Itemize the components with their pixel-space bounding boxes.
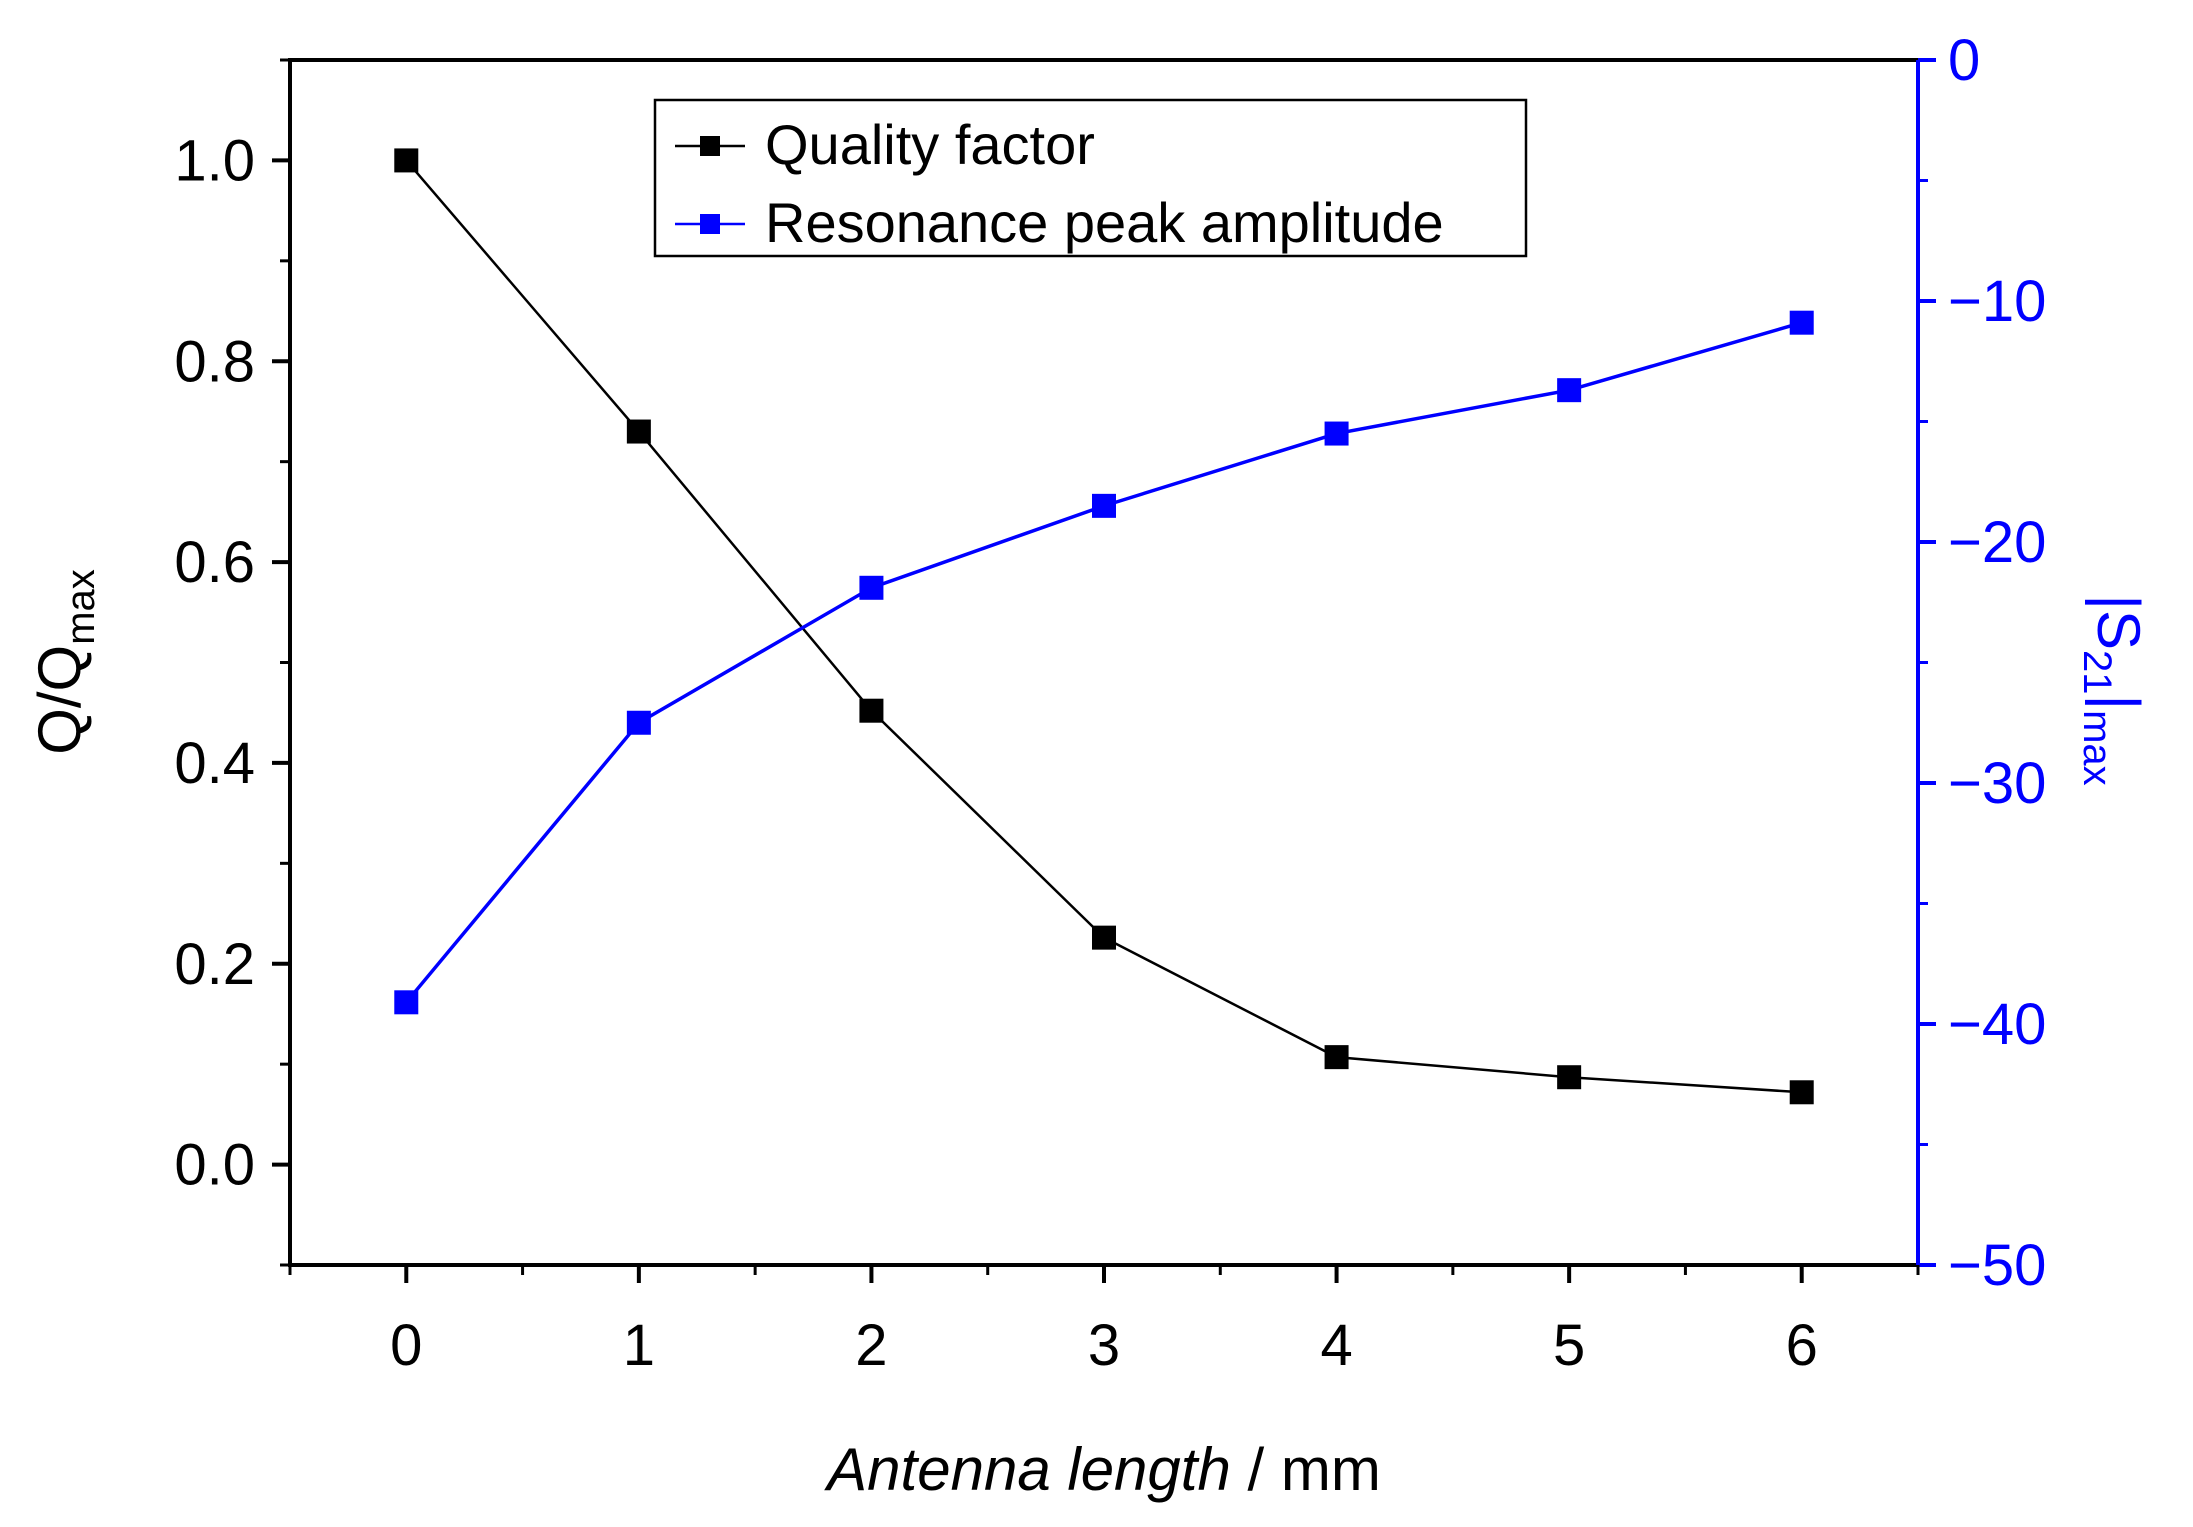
right-tick-label: −10 <box>1948 269 2046 334</box>
right-tick-label: −20 <box>1948 510 2046 575</box>
right-axis-title: |S21|max <box>2075 594 2152 785</box>
quality-factor-point <box>626 419 651 444</box>
x-axis-title-unit: / mm <box>1231 1436 1381 1503</box>
series-layer <box>394 148 1814 1105</box>
right-tick-label: −50 <box>1948 1233 2046 1298</box>
x-tick-label: 3 <box>1088 1313 1120 1378</box>
legend-marker-quality <box>700 136 720 156</box>
left-y-axis: 0.0 0.2 0.4 0.6 0.8 1.0 <box>174 58 290 1267</box>
legend-marker-amplitude <box>700 214 720 234</box>
left-tick-label: 0.0 <box>174 1133 255 1198</box>
left-tick-label: 1.0 <box>174 128 255 193</box>
right-y-axis: −50 −40 −30 −20 −10 0 <box>1918 28 2046 1298</box>
right-tick-label: −30 <box>1948 751 2046 816</box>
right-axis-title-sub2: max <box>2075 710 2119 786</box>
right-axis-title-mid: | <box>2085 694 2152 710</box>
quality-factor-point <box>1324 1045 1349 1070</box>
x-axis-title-main: Antenna length <box>824 1436 1231 1503</box>
resonance-amplitude-point <box>859 575 884 600</box>
left-axis-title-main: Q/Q <box>26 645 93 755</box>
right-tick-label: −40 <box>1948 992 2046 1057</box>
x-tick-label: 5 <box>1553 1313 1585 1378</box>
resonance-amplitude-point <box>1557 378 1582 403</box>
left-tick-label: 0.6 <box>174 530 255 595</box>
quality-factor-point <box>859 698 884 723</box>
left-tick-label: 0.2 <box>174 932 255 997</box>
right-tick-label: 0 <box>1948 28 1980 93</box>
legend-label-quality: Quality factor <box>765 113 1095 176</box>
resonance-amplitude-point <box>1789 310 1814 335</box>
resonance-amplitude-point <box>1092 493 1116 518</box>
legend-label-amplitude: Resonance peak amplitude <box>765 191 1444 254</box>
left-axis-title: Q/Qmax <box>26 569 103 755</box>
resonance-amplitude-point <box>394 990 419 1015</box>
right-axis-title-sub1: 21 <box>2075 650 2119 695</box>
legend-box <box>653 98 1528 258</box>
quality-factor-point <box>1092 925 1116 950</box>
quality-factor-point <box>1789 1080 1814 1105</box>
resonance-amplitude-point <box>1324 421 1349 446</box>
right-axis-title-main: |S <box>2085 594 2152 650</box>
x-axis-title: Antenna length / mm <box>824 1436 1381 1503</box>
left-axis-title-sub: max <box>59 569 103 645</box>
left-tick-label: 0.4 <box>174 731 255 796</box>
x-tick-label: 2 <box>855 1313 887 1378</box>
quality-factor-line <box>405 159 1802 1094</box>
x-tick-label: 1 <box>623 1313 655 1378</box>
legend: Quality factor Resonance peak amplitude <box>653 98 1528 258</box>
resonance-amplitude-point <box>626 710 651 735</box>
left-tick-label: 0.8 <box>174 329 255 394</box>
resonance-amplitude-line <box>404 321 1803 1004</box>
x-tick-label: 4 <box>1320 1313 1352 1378</box>
quality-factor-point <box>394 148 419 173</box>
quality-factor-point <box>1557 1065 1582 1090</box>
x-tick-label: 6 <box>1786 1313 1818 1378</box>
x-axis: 0 1 2 3 4 5 6 <box>288 1265 1920 1378</box>
x-tick-label: 0 <box>390 1313 422 1378</box>
